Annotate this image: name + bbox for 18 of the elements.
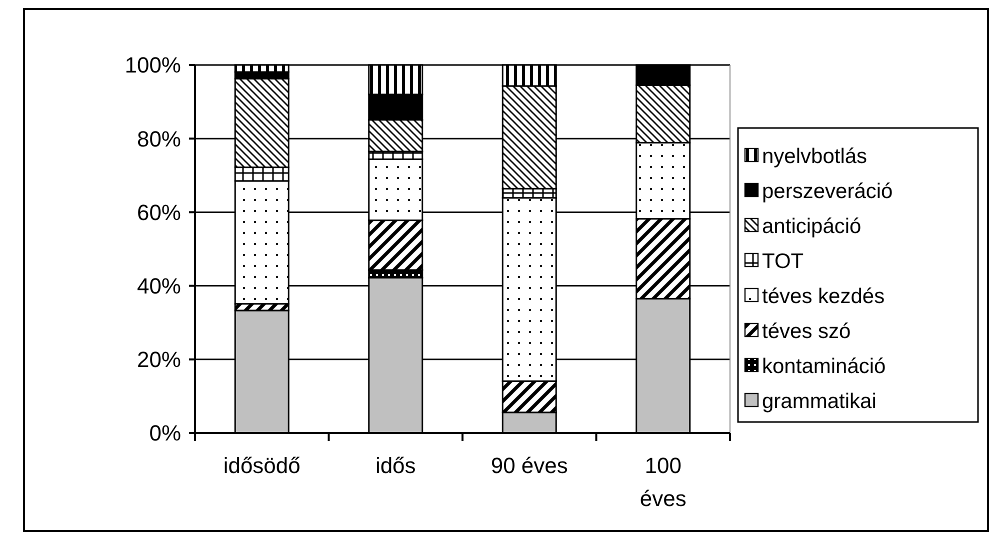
y-tick-label: 60% — [136, 200, 181, 225]
y-tick-label: 100% — [124, 52, 181, 78]
y-tick-label: 0% — [149, 420, 181, 446]
y-tick-label: 20% — [136, 347, 181, 372]
legend-label: kontamináció — [762, 354, 886, 378]
x-tick-label: idősödő — [223, 453, 300, 478]
legend-label: perszeveráció — [762, 180, 893, 203]
legend-label: grammatikai — [762, 390, 876, 413]
legend-label: téves szó — [762, 320, 851, 343]
y-tick-label: 40% — [136, 274, 181, 298]
x-tick-label: idős — [375, 453, 416, 478]
legend-label: anticipáció — [762, 214, 862, 238]
x-tick-label: 100 éves — [640, 453, 686, 511]
legend-label: téves kezdés — [762, 284, 885, 308]
legend-label: nyelvbotlás — [762, 144, 868, 168]
legend-label: TOT — [762, 250, 804, 273]
y-tick-label: 80% — [136, 126, 181, 152]
x-tick-label: 90 éves — [490, 453, 568, 478]
